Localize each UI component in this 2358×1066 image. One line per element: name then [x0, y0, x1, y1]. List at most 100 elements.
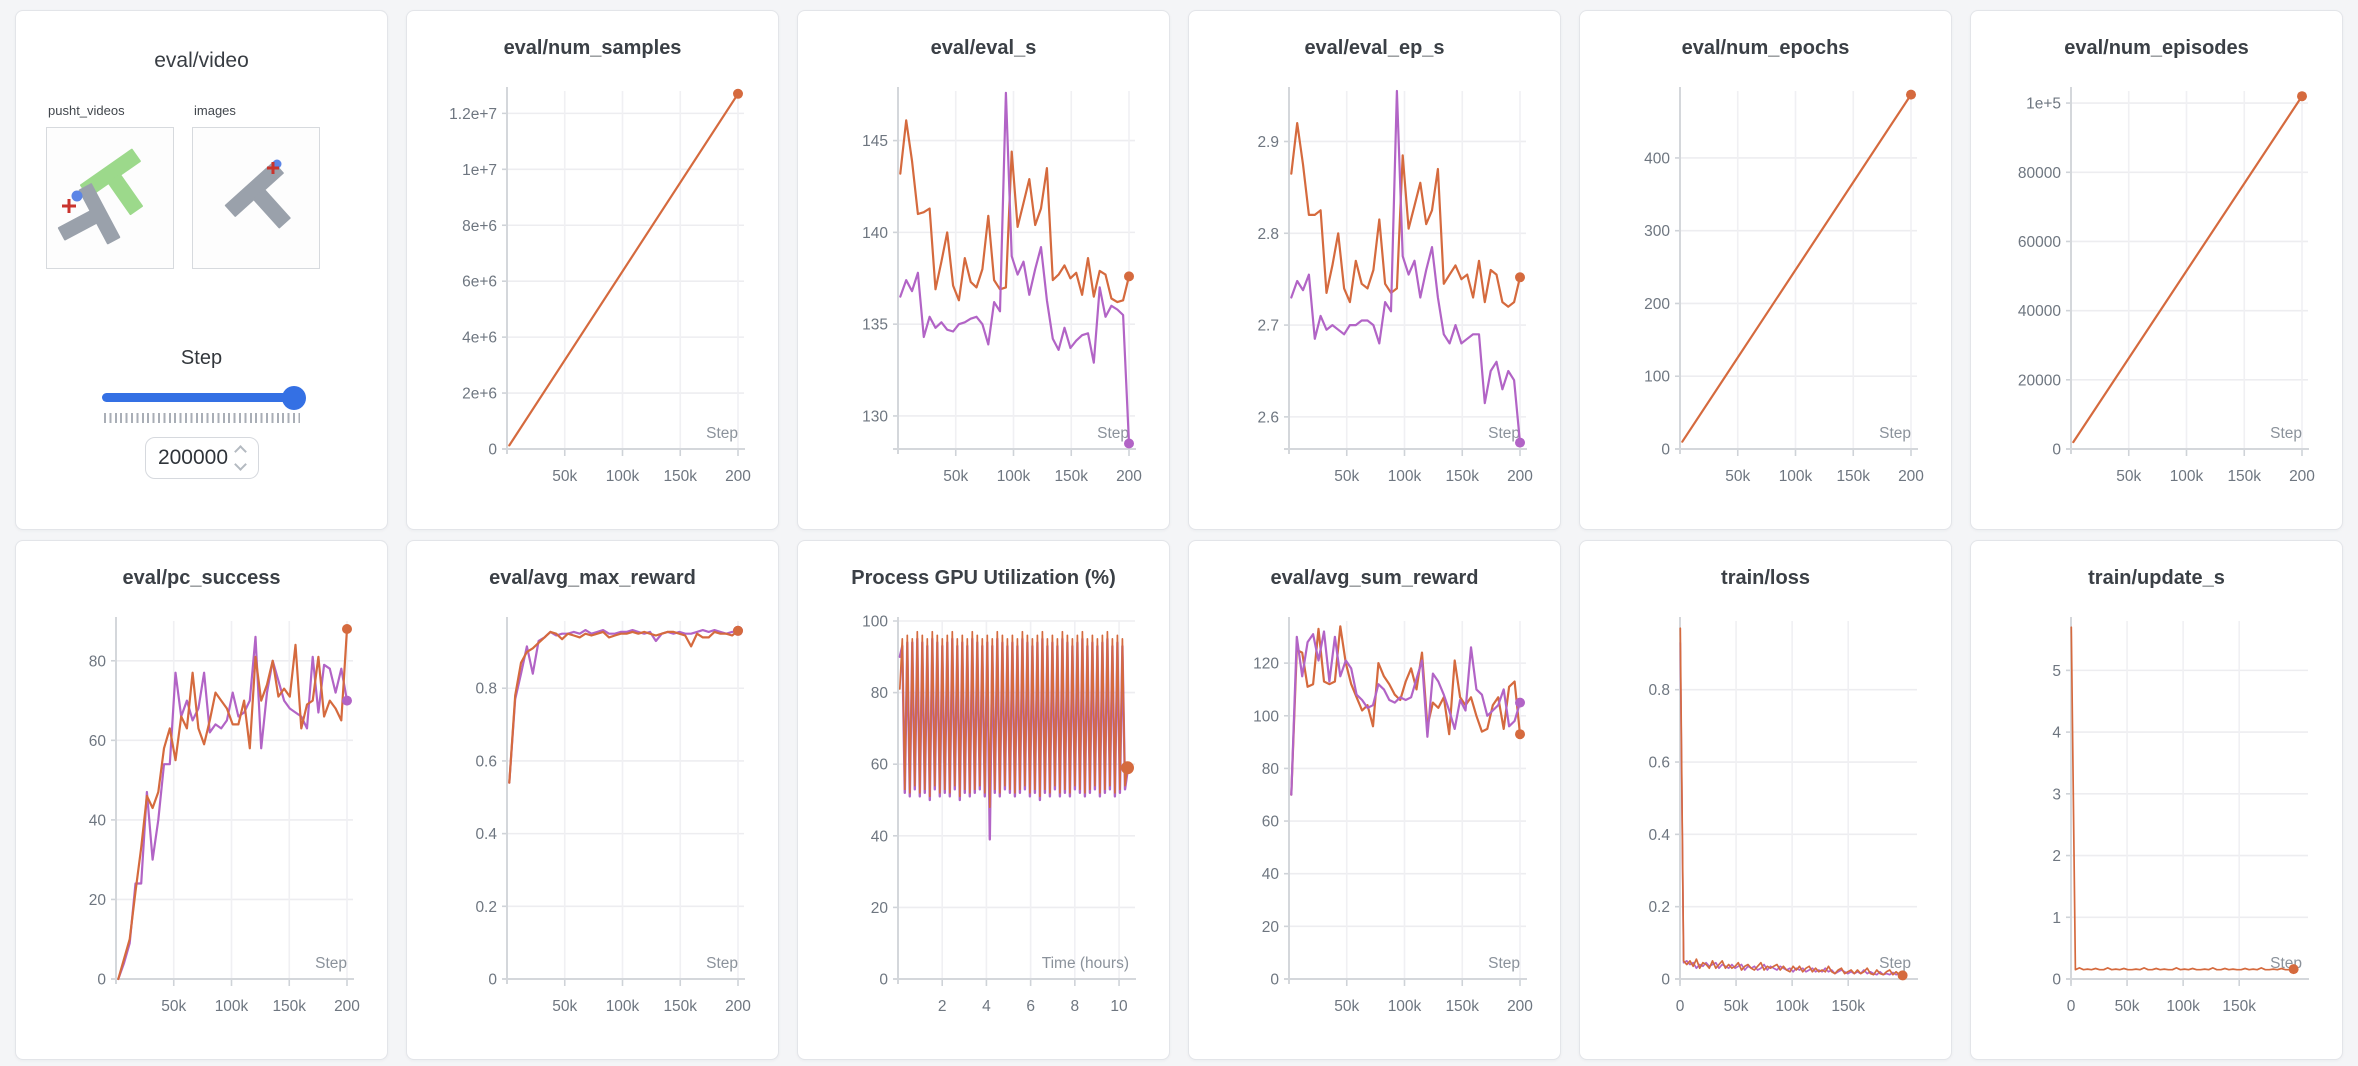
svg-text:150k: 150k — [663, 468, 697, 485]
panel-eval-pc-success: eval/pc_success 0 20 40 60 80 50k 100k 150k 200 S… — [15, 540, 388, 1060]
svg-text:50k: 50k — [2116, 468, 2141, 485]
svg-text:150k: 150k — [1445, 468, 1479, 485]
goal-cross — [267, 162, 279, 174]
panel-eval-avg-sum-reward: eval/avg_sum_reward 0 20 40 60 80 100 120 50k 10… — [1188, 540, 1561, 1060]
svg-text:50k: 50k — [943, 468, 968, 485]
chart-canvas[interactable]: 2.6 2.7 2.8 2.9 50k 100k 150k 200 Step — [1189, 61, 1561, 521]
chart-canvas[interactable]: 0 20000 40000 60000 80000 1e+5 50k 100k 150k 200 S… — [1971, 61, 2343, 521]
media-item-label: pusht_videos — [48, 103, 125, 118]
chart-canvas[interactable]: 0 0.2 0.4 0.6 0.8 0 50k 100k 150k Step — [1580, 591, 1952, 1051]
svg-text:100k: 100k — [1775, 998, 1809, 1015]
svg-text:0.8: 0.8 — [475, 681, 497, 698]
svg-text:50k: 50k — [1724, 998, 1749, 1015]
svg-text:40: 40 — [871, 828, 889, 845]
svg-text:200: 200 — [725, 998, 751, 1015]
step-spinner — [234, 445, 247, 471]
svg-text:100: 100 — [1253, 708, 1279, 725]
svg-text:200: 200 — [1507, 468, 1533, 485]
svg-text:Step: Step — [1488, 425, 1520, 442]
panel-eval-num-samples: eval/num_samples 0 2e+6 4e+6 6e+6 8e+6 1e+7 1.… — [406, 10, 779, 530]
svg-text:200: 200 — [334, 998, 360, 1015]
svg-text:1: 1 — [2052, 910, 2061, 927]
svg-text:100k: 100k — [215, 998, 249, 1015]
svg-text:50k: 50k — [552, 468, 577, 485]
svg-text:0.6: 0.6 — [1648, 755, 1670, 772]
panel-train-loss: train/loss 0 0.2 0.4 0.6 0.8 0 50k 100k 150k Step — [1579, 540, 1952, 1060]
svg-text:140: 140 — [862, 225, 888, 242]
chart-title: Process GPU Utilization (%) — [851, 567, 1116, 589]
svg-text:0.2: 0.2 — [475, 899, 497, 916]
svg-text:80: 80 — [1262, 761, 1280, 778]
media-panel-title: eval/video — [154, 49, 249, 72]
svg-text:20: 20 — [89, 892, 107, 909]
svg-text:100k: 100k — [606, 998, 640, 1015]
svg-text:2e+6: 2e+6 — [462, 386, 497, 403]
chart-title: eval/num_epochs — [1681, 37, 1850, 59]
svg-text:0: 0 — [1270, 972, 1279, 989]
svg-text:150k: 150k — [663, 998, 697, 1015]
svg-text:50k: 50k — [161, 998, 186, 1015]
svg-text:50k: 50k — [1334, 998, 1359, 1015]
images-thumbnail[interactable] — [192, 127, 320, 269]
step-number-input[interactable]: 200000 — [144, 437, 259, 479]
chart-canvas[interactable]: 130 135 140 145 50k 100k 150k 200 Step — [798, 61, 1170, 521]
panel-eval-num-episodes: eval/num_episodes 0 20000 40000 60000 80000 1… — [1970, 10, 2343, 530]
chart-canvas[interactable]: 0 20 40 60 80 100 120 50k 100k 150k 200 Step — [1189, 591, 1561, 1051]
step-value[interactable]: 200000 — [157, 446, 229, 469]
chart-canvas[interactable]: 0 100 200 300 400 50k 100k 150k 200 Step — [1580, 61, 1952, 521]
svg-text:100k: 100k — [1779, 468, 1813, 485]
svg-text:50k: 50k — [552, 998, 577, 1015]
svg-text:200: 200 — [1116, 468, 1142, 485]
spinner-down-icon[interactable] — [234, 458, 247, 471]
chart-canvas[interactable]: 0 0.2 0.4 0.6 0.8 50k 100k 150k 200 Step — [407, 591, 779, 1051]
svg-text:Step: Step — [1879, 955, 1911, 972]
step-slider-handle[interactable] — [281, 386, 306, 410]
svg-text:0: 0 — [488, 442, 497, 459]
svg-text:20: 20 — [1262, 919, 1280, 936]
svg-text:1e+5: 1e+5 — [2026, 96, 2061, 113]
svg-text:40: 40 — [89, 812, 107, 829]
svg-text:2.7: 2.7 — [1257, 318, 1279, 335]
step-slider-track[interactable] — [101, 393, 302, 402]
svg-text:200: 200 — [1644, 296, 1670, 313]
svg-text:60000: 60000 — [2018, 234, 2061, 251]
svg-text:2: 2 — [2052, 848, 2061, 865]
svg-text:Step: Step — [706, 955, 738, 972]
svg-text:4e+6: 4e+6 — [462, 330, 497, 347]
panel-gpu-utilization: Process GPU Utilization (%) 0 20 40 60 80 100… — [797, 540, 1170, 1060]
media-item-images: images — [192, 103, 320, 269]
chart-title: eval/num_samples — [503, 37, 682, 59]
svg-text:150k: 150k — [1836, 468, 1870, 485]
agent-dot — [272, 159, 282, 169]
svg-text:20000: 20000 — [2018, 372, 2061, 389]
chart-canvas[interactable]: 0 20 40 60 80 50k 100k 150k 200 Step — [16, 591, 388, 1051]
chart-canvas[interactable]: 0 2e+6 4e+6 6e+6 8e+6 1e+7 1.2e+7 50k 100k 150k 20… — [407, 61, 779, 521]
goal-cross — [62, 199, 76, 213]
chart-canvas[interactable]: 0 20 40 60 80 100 2 4 6 8 10 Time (hours) — [798, 591, 1170, 1051]
spinner-up-icon[interactable] — [234, 445, 247, 458]
svg-text:120: 120 — [1253, 656, 1279, 673]
svg-text:150k: 150k — [1054, 468, 1088, 485]
svg-text:5: 5 — [2052, 663, 2061, 680]
chart-title: eval/num_episodes — [2064, 37, 2249, 59]
svg-text:4: 4 — [982, 998, 991, 1015]
svg-text:0: 0 — [488, 972, 497, 989]
svg-text:60: 60 — [1262, 814, 1280, 831]
svg-text:100k: 100k — [997, 468, 1031, 485]
panel-train-update-s: train/update_s 0 1 2 3 4 5 0 50k 100k 150k Step — [1970, 540, 2343, 1060]
step-slider[interactable] — [101, 386, 306, 410]
svg-text:150k: 150k — [1445, 998, 1479, 1015]
svg-text:Step: Step — [1097, 425, 1129, 442]
svg-text:0.4: 0.4 — [1648, 827, 1670, 844]
svg-text:0.6: 0.6 — [475, 753, 497, 770]
pusht-video-thumbnail[interactable] — [46, 127, 174, 269]
media-thumbnails: pusht_videos images — [46, 103, 387, 269]
svg-text:50k: 50k — [1334, 468, 1359, 485]
chart-title: eval/eval_ep_s — [1304, 37, 1445, 59]
svg-text:0: 0 — [2052, 972, 2061, 989]
svg-text:100: 100 — [1644, 369, 1670, 386]
chart-title: eval/eval_s — [930, 37, 1037, 59]
svg-text:100: 100 — [862, 614, 888, 631]
svg-text:40000: 40000 — [2018, 303, 2061, 320]
